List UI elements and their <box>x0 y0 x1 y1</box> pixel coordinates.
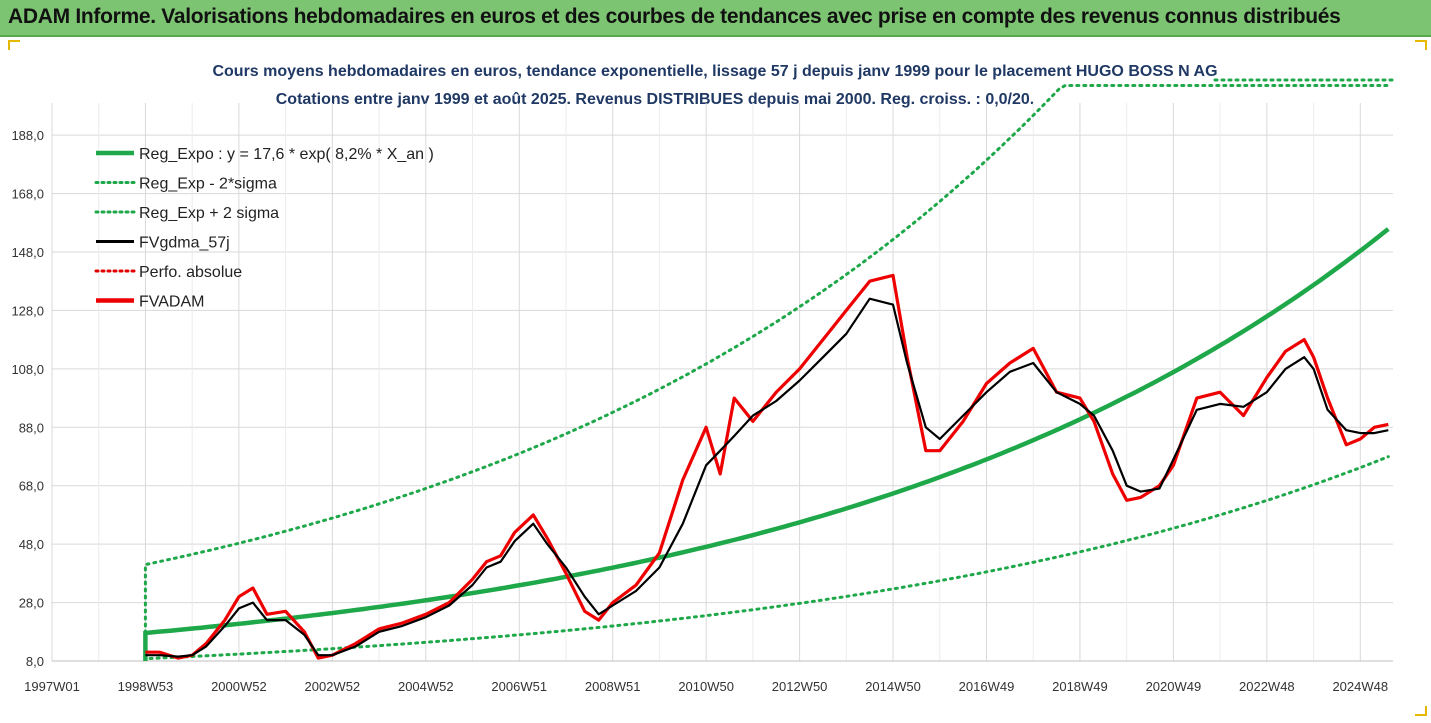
x-tick-label: 2002W52 <box>305 679 361 694</box>
x-tick-label: 2010W50 <box>678 679 734 694</box>
y-tick-label: 88,0 <box>19 420 44 435</box>
y-tick-label: 68,0 <box>19 479 44 494</box>
y-tick-label: 108,0 <box>11 362 44 377</box>
y-tick-label: 28,0 <box>19 596 44 611</box>
y-tick-label: 168,0 <box>11 187 44 202</box>
x-tick-label: 1998W53 <box>118 679 174 694</box>
gridlines <box>51 103 1393 662</box>
x-tick-label: 2004W52 <box>398 679 454 694</box>
y-axis: 8,0 28,0 48,0 68,0 88,0 108,0 128,0 148,0 168,0 1… <box>11 128 44 669</box>
legend-label: Reg_Exp - 2*sigma <box>139 176 277 193</box>
y-tick-label: 8,0 <box>26 654 44 669</box>
frame-corner <box>1415 40 1427 50</box>
legend-label: Reg_Expo : y = 17,6 * exp( 8,2% * X_an ) <box>139 146 434 163</box>
y-tick-label: 48,0 <box>19 537 44 552</box>
x-tick-label: 2012W50 <box>772 679 828 694</box>
line-chart: Cours moyens hebdomadaires en euros, ten… <box>0 37 1431 718</box>
frame-corner <box>8 40 20 50</box>
x-axis: 1997W01 1998W53 2000W52 2002W52 2004W52 2006W… <box>24 679 1388 694</box>
frame-corner <box>1415 706 1427 716</box>
report-banner: ADAM Informe. Valorisations hebdomadaire… <box>0 0 1431 37</box>
series-line-3 <box>145 297 1389 658</box>
report-title: ADAM Informe. Valorisations hebdomadaire… <box>8 5 1341 28</box>
x-tick-label: 2006W51 <box>491 679 547 694</box>
x-tick-label: 2014W50 <box>865 679 921 694</box>
chart-title: Cours moyens hebdomadaires en euros, ten… <box>212 63 1217 80</box>
legend-label: FVgdma_57j <box>139 235 230 252</box>
y-tick-label: 148,0 <box>11 245 44 260</box>
chart-area: Cours moyens hebdomadaires en euros, ten… <box>0 37 1431 718</box>
x-tick-label: 1997W01 <box>24 679 80 694</box>
series-line-0 <box>143 227 1390 661</box>
y-tick-label: 188,0 <box>11 128 44 143</box>
legend-label: Perfo. absolue <box>139 264 242 281</box>
x-tick-label: 2022W48 <box>1239 679 1295 694</box>
x-tick-label: 2024W48 <box>1332 679 1388 694</box>
chart-subtitle: Cotations entre janv 1999 et août 2025. … <box>276 91 1035 108</box>
series-line-4 <box>145 273 1389 660</box>
x-tick-label: 2008W51 <box>585 679 641 694</box>
x-tick-label: 2016W49 <box>959 679 1015 694</box>
x-tick-label: 2000W52 <box>211 679 267 694</box>
legend-label: FVADAM <box>139 294 204 311</box>
y-tick-label: 128,0 <box>11 303 44 318</box>
series-lines <box>143 78 1395 661</box>
legend-label: Reg_Exp + 2 sigma <box>139 205 279 222</box>
x-tick-label: 2018W49 <box>1052 679 1108 694</box>
legend: Reg_Expo : y = 17,6 * exp( 8,2% * X_an )… <box>94 146 434 311</box>
x-tick-label: 2020W49 <box>1146 679 1202 694</box>
